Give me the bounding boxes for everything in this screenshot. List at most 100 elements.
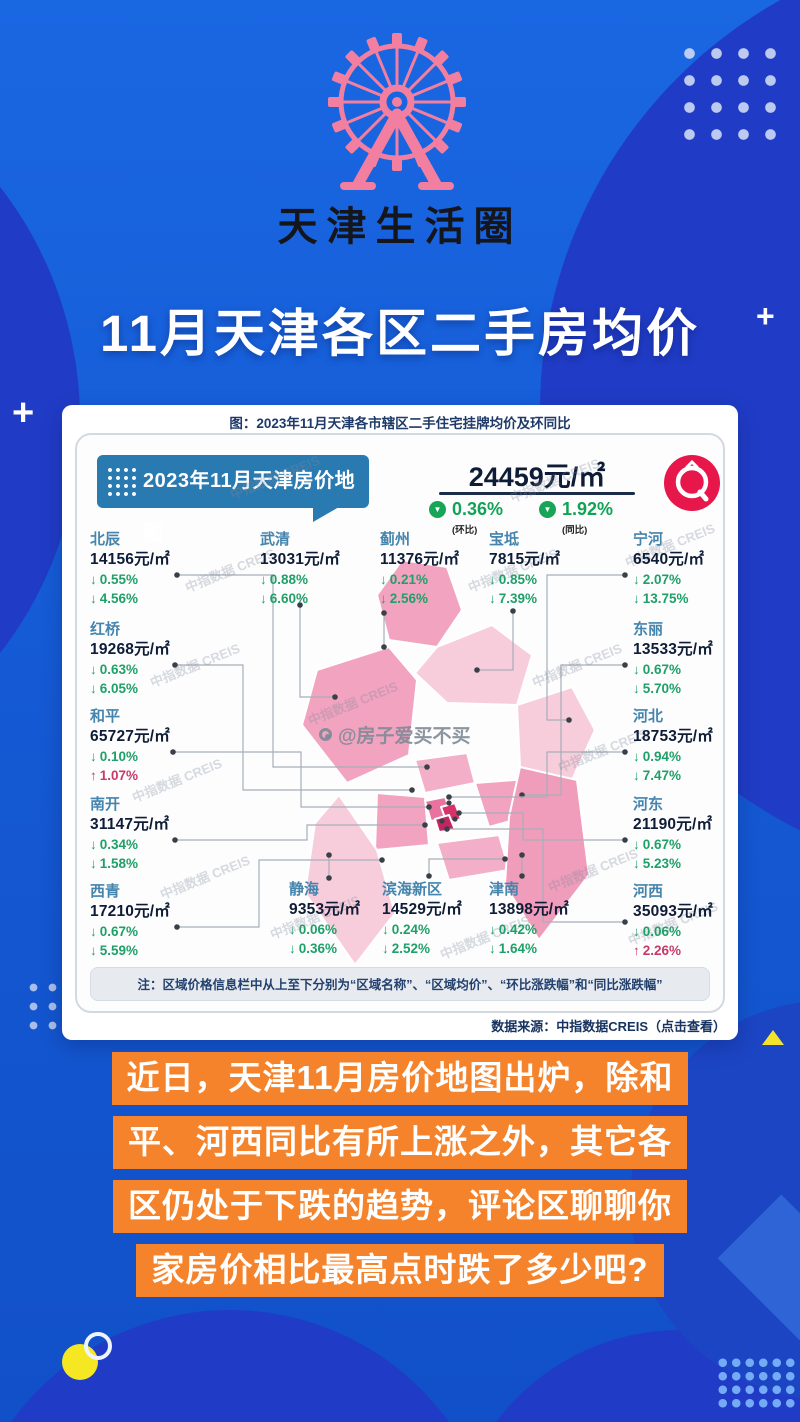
down-triangle-icon: ▼ — [429, 501, 446, 518]
footer-text: 近日，天津11月房价地图出炉，除和 平、河西同比有所上涨之外，其它各 区仍处于下… — [0, 1052, 800, 1308]
dot-grid-icon — [676, 40, 782, 146]
trend-arrow-icon: ↓ — [489, 940, 496, 956]
trend-arrow-icon: ↓ — [90, 942, 97, 958]
district-yoy: ↓ 5.23% — [633, 856, 723, 872]
trend-arrow-icon: ↓ — [90, 572, 97, 588]
trend-arrow-icon: ↓ — [633, 680, 640, 696]
district-price: 11376元/㎡ — [380, 551, 460, 569]
ferris-wheel-icon — [328, 33, 466, 190]
percent-value: 13.75% — [642, 590, 689, 606]
note-bar: 注：区域价格信息栏中从上至下分别为“区域名称”、“区域均价”、“环比涨跌幅”和“… — [90, 967, 710, 1001]
percent-value: 5.70% — [642, 680, 682, 696]
price-map-chart: 2023年11月天津房价地图 24459元/㎡ ▼ 0.36% (环比) ▼ 1… — [75, 433, 725, 1013]
district-name: 东丽 — [633, 621, 664, 638]
trend-arrow-icon: ↓ — [90, 855, 97, 871]
district-mom: ↓ 0.24% — [382, 922, 500, 938]
district-block: 东丽 13533元/㎡ ↓ 0.67% ↓ 5.70% — [633, 621, 723, 697]
district-yoy: ↓ 0.36% — [289, 941, 407, 957]
trend-arrow-icon: ↓ — [489, 572, 496, 588]
plus-icon: + — [12, 392, 35, 434]
district-block: 静海 9353元/㎡ ↓ 0.06% ↓ 0.36% — [289, 881, 407, 956]
district-yoy: ↓ 2.56% — [380, 591, 498, 607]
trend-arrow-icon: ↓ — [90, 837, 97, 853]
percent-value: 7.39% — [498, 590, 538, 606]
district-yoy: ↓ 6.05% — [90, 681, 208, 697]
percent-value: 0.67% — [99, 924, 139, 940]
district-mom: ↓ 0.34% — [90, 837, 208, 853]
percent-value: 2.26% — [642, 942, 682, 958]
percent-value: 0.67% — [642, 662, 682, 678]
plus-icon: + — [756, 298, 775, 334]
district-block: 津南 13898元/㎡ ↓ 0.42% ↓ 1.64% — [489, 881, 607, 956]
percent-value: 1.58% — [99, 855, 139, 871]
trend-arrow-icon: ↓ — [260, 572, 267, 588]
percent-value: 0.63% — [99, 662, 139, 678]
percent-value: 0.88% — [269, 572, 309, 588]
district-name: 红桥 — [90, 621, 121, 638]
district-yoy: ↓ 7.47% — [633, 767, 723, 784]
district-block: 河东 21190元/㎡ ↓ 0.67% ↓ 5.23% — [633, 796, 723, 872]
connector-lines — [170, 572, 628, 930]
map-title: 2023年11月天津房价地图 — [143, 470, 356, 545]
footer-line: 近日，天津11月房价地图出炉，除和 — [111, 1052, 689, 1105]
map-title-badge: 2023年11月天津房价地图 — [97, 455, 369, 545]
district-yoy: ↓ 6.60% — [260, 591, 378, 607]
page-title: 11月天津各区二手房均价 — [100, 305, 700, 362]
district-name: 河北 — [633, 708, 664, 725]
trend-arrow-icon: ↓ — [633, 749, 640, 765]
percent-value: 0.10% — [99, 749, 139, 765]
district-block: 宝坻 7815元/㎡ ↓ 0.85% ↓ 7.39% — [489, 531, 607, 606]
brand-name: 天津生活圈 — [277, 203, 523, 250]
district-price: 31147元/㎡ — [90, 816, 170, 834]
trend-arrow-icon: ↓ — [489, 590, 496, 606]
data-source-link[interactable]: 数据来源：中指数据CREIS（点击查看） — [491, 1019, 726, 1034]
district-yoy: ↓ 1.58% — [90, 856, 208, 872]
district-mom: ↓ 0.06% — [289, 922, 407, 938]
yoy-value: 1.92% — [562, 499, 614, 519]
percent-value: 0.06% — [642, 924, 682, 940]
district-mom: ↓ 0.55% — [90, 572, 208, 588]
district-mom: ↓ 0.10% — [90, 749, 208, 765]
percent-value: 0.34% — [99, 837, 139, 853]
percent-value: 0.67% — [642, 837, 682, 853]
trend-arrow-icon: ↑ — [90, 767, 97, 783]
trend-arrow-icon: ↓ — [382, 922, 389, 938]
district-price: 13533元/㎡ — [633, 641, 714, 659]
percent-value: 0.85% — [498, 572, 538, 588]
district-yoy: ↓ 13.75% — [633, 590, 723, 607]
district-name: 北辰 — [90, 531, 121, 548]
district-name: 宝坻 — [489, 531, 520, 548]
district-price: 17210元/㎡ — [90, 903, 171, 921]
percent-value: 5.59% — [99, 942, 139, 958]
district-mom: ↓ 0.67% — [90, 924, 208, 940]
trend-arrow-icon: ↓ — [260, 590, 267, 606]
district-yoy: ↓ 5.70% — [633, 680, 723, 697]
trend-arrow-icon: ↓ — [90, 590, 97, 606]
creis-logo-icon — [664, 455, 720, 511]
trend-arrow-icon: ↓ — [489, 922, 496, 938]
district-price: 7815元/㎡ — [489, 551, 561, 569]
percent-value: 6.60% — [269, 590, 309, 606]
trend-arrow-icon: ↓ — [289, 940, 296, 956]
price-underline — [439, 492, 635, 495]
district-yoy: ↓ 7.39% — [489, 591, 607, 607]
mom-label: (环比) — [452, 525, 478, 536]
district-yoy: ↑ 2.26% — [633, 942, 723, 959]
footer-line: 家房价相比最高点时跌了多少吧? — [136, 1243, 664, 1297]
district-name: 静海 — [289, 881, 320, 898]
percent-value: 2.56% — [389, 590, 429, 606]
district-name: 西青 — [90, 883, 121, 900]
trend-arrow-icon: ↓ — [633, 590, 640, 606]
yoy-stat: ▼ 1.92% (同比) — [539, 499, 649, 536]
district-yoy: ↑ 1.07% — [90, 768, 208, 784]
trend-arrow-icon: ↓ — [633, 767, 640, 783]
district-block: 西青 17210元/㎡ ↓ 0.67% ↓ 5.59% — [90, 883, 208, 958]
district-mom: ↓ 2.07% — [633, 572, 723, 588]
percent-value: 2.07% — [642, 572, 682, 588]
trend-arrow-icon: ↓ — [90, 924, 97, 940]
district-mom: ↓ 0.85% — [489, 572, 607, 588]
district-price: 19268元/㎡ — [90, 641, 171, 659]
district-price: 6540元/㎡ — [633, 551, 705, 569]
district-name: 和平 — [90, 708, 121, 725]
